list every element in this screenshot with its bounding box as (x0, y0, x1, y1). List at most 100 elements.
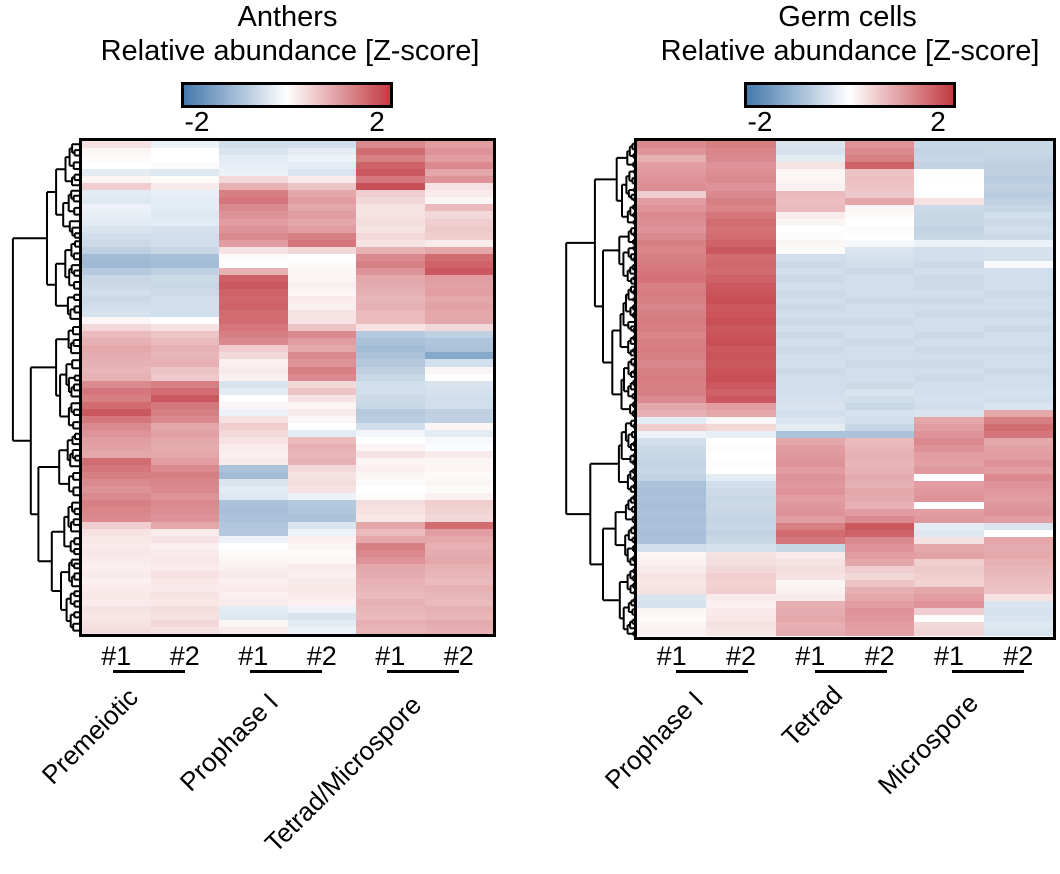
heatmap-row (637, 225, 1053, 234)
heatmap-cell (219, 331, 288, 339)
heatmap-cell (983, 615, 1053, 623)
heatmap-cell (844, 374, 915, 382)
heatmap-cell (150, 366, 219, 374)
heatmap-cell (150, 408, 219, 416)
heatmap-cell (424, 373, 493, 381)
heatmap-cell (219, 584, 288, 592)
heatmap-cell (82, 620, 151, 628)
heatmap-row (82, 429, 493, 437)
heatmap-cell (637, 268, 707, 276)
heatmap-row (637, 608, 1053, 616)
heatmap-cell (219, 260, 288, 268)
heatmap-cell (424, 274, 493, 282)
heatmap-row (82, 197, 493, 205)
heatmap-cell (287, 408, 356, 416)
heatmap-cell (637, 296, 707, 304)
heatmap-cell (983, 381, 1053, 389)
heatmap-cell (219, 253, 288, 261)
heatmap-cell (844, 608, 915, 616)
heatmap-cell (287, 260, 356, 268)
heatmap-cell (706, 466, 776, 474)
heatmap-cell (287, 415, 356, 423)
heatmap-cell (775, 169, 845, 177)
heatmap-row (82, 331, 493, 339)
heatmap-cell (844, 360, 915, 368)
heatmap-cell (287, 232, 356, 240)
heatmap-cell (775, 516, 845, 524)
heatmap-cell (914, 608, 984, 616)
heatmap-cell (775, 487, 845, 495)
heatmap-cell (706, 233, 776, 241)
heatmap-cell (287, 162, 356, 170)
heatmap-cell (219, 415, 288, 423)
heatmap-cell (287, 549, 356, 557)
heatmap-cell (424, 465, 493, 473)
heatmap-cell (775, 579, 845, 587)
heatmap-cell (82, 401, 151, 409)
heatmap-cell (983, 601, 1053, 609)
heatmap-cell (706, 282, 776, 290)
heatmap-cell (775, 509, 845, 517)
heatmap-cell (82, 486, 151, 494)
heatmap-cell (82, 366, 151, 374)
heatmap-cell (219, 465, 288, 473)
heatmap-cell (706, 289, 776, 297)
heatmap-cell (219, 296, 288, 304)
group-underline (250, 670, 322, 673)
heatmap-cell (637, 601, 707, 609)
heatmap-cell (844, 487, 915, 495)
heatmap-cell (706, 417, 776, 425)
heatmap-cell (150, 359, 219, 367)
heatmap-cell (914, 594, 984, 602)
heatmap-cell (637, 282, 707, 290)
heatmap-cell (287, 401, 356, 409)
heatmap-cell (914, 169, 984, 177)
heatmap-row (82, 211, 493, 219)
heatmap-cell (219, 352, 288, 360)
heatmap-cell (219, 176, 288, 184)
heatmap-cell (775, 183, 845, 191)
heatmap-cell (706, 367, 776, 375)
heatmap-cell (637, 586, 707, 594)
heatmap-cell (983, 218, 1053, 226)
heatmap-cell (287, 253, 356, 261)
heatmap-cell (356, 176, 425, 184)
heatmap-cell (637, 629, 707, 637)
colorbar-tick-max: 2 (369, 106, 385, 137)
heatmap-cell (844, 622, 915, 630)
heatmap-cell (356, 345, 425, 353)
heatmap-cell (706, 325, 776, 333)
heatmap-cell (706, 310, 776, 318)
replicate-label: #1 (101, 641, 132, 671)
heatmap-cell (637, 204, 707, 212)
heatmap-cell (637, 480, 707, 488)
heatmap-cell (356, 465, 425, 473)
heatmap-cell (914, 360, 984, 368)
heatmap-cell (219, 570, 288, 578)
heatmap-cell (706, 268, 776, 276)
heatmap-cell (706, 190, 776, 198)
heatmap-row (637, 438, 1053, 446)
heatmap-cell (219, 507, 288, 515)
heatmap-cell (356, 599, 425, 607)
heatmap-cell (356, 528, 425, 536)
heatmap-cell (706, 388, 776, 396)
heatmap-cell (219, 472, 288, 480)
heatmap-cell (356, 429, 425, 437)
heatmap-cell (637, 317, 707, 326)
heatmap-cell (287, 331, 356, 339)
heatmap-cell (844, 367, 915, 375)
heatmap-cell (287, 500, 356, 508)
heatmap-cell (82, 197, 151, 205)
heatmap-row (637, 148, 1053, 156)
heatmap-cell (706, 353, 776, 361)
heatmap-cell (637, 374, 707, 382)
heatmap-cell (844, 346, 915, 354)
heatmap-cell (914, 572, 984, 580)
heatmap-cell (424, 528, 493, 536)
heatmap-row (637, 190, 1053, 198)
heatmap-cell (150, 155, 219, 163)
heatmap-cell (983, 183, 1053, 191)
heatmap-cell (914, 487, 984, 495)
heatmap-cell (844, 303, 915, 311)
